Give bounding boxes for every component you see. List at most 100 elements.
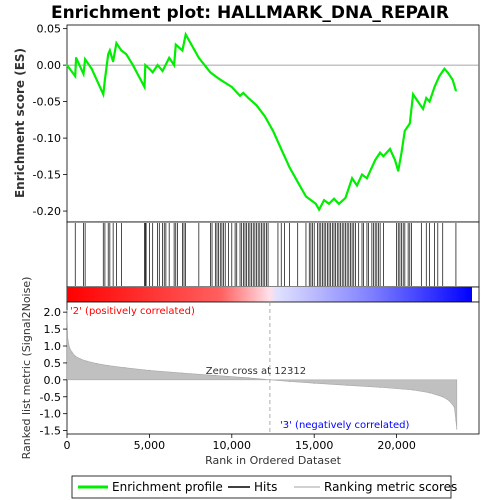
enrichment-point <box>120 49 123 52</box>
enrichment-point <box>102 93 105 96</box>
enrichment-point <box>125 53 128 56</box>
metric-y-axis: 2.0 1.5 1.0 0.5 0.0 -0.5 -1.0 -1.5 <box>40 306 67 438</box>
enrichment-point <box>366 177 368 180</box>
x-tick-label: 10,000 <box>213 439 252 452</box>
enrichment-point <box>351 177 354 180</box>
x-axis: 0 5,000 10,000 15,000 20,000 <box>64 434 416 452</box>
enrichment-point <box>344 197 347 199</box>
es-y-tick-label: -0.15 <box>33 169 61 182</box>
enrichment-point <box>400 151 403 154</box>
enrichment-point <box>370 166 373 169</box>
metric-point <box>86 360 88 362</box>
enrichment-point <box>181 49 184 52</box>
enrichment-point <box>174 43 177 46</box>
enrichment-point <box>66 64 68 67</box>
x-tick-label: 0 <box>64 439 71 452</box>
enrichment-point <box>296 180 299 183</box>
enrichment-point <box>214 75 217 77</box>
enrichment-point <box>230 86 233 88</box>
enrichment-point <box>82 72 85 75</box>
enrichment-point <box>428 100 431 103</box>
enrichment-point <box>219 78 222 81</box>
metric-point <box>148 369 150 371</box>
enrichment-point <box>280 148 283 150</box>
enrichment-point <box>310 199 312 202</box>
metric-point <box>412 389 414 391</box>
enrichment-profile-line <box>66 31 457 212</box>
enrichment-point <box>184 33 187 36</box>
enrichment-point <box>272 129 274 132</box>
metric-y-tick-label: -1.0 <box>40 408 61 421</box>
enrichment-point <box>323 199 325 202</box>
enrichment-point <box>417 100 419 103</box>
x-axis-label: Rank in Ordered Dataset <box>205 454 342 467</box>
metric-point <box>247 377 249 379</box>
enrichment-point <box>412 93 414 96</box>
enrichment-point <box>151 71 154 74</box>
metric-point <box>71 351 73 353</box>
legend-label-hits: Hits <box>254 480 277 494</box>
enrichment-point <box>382 155 385 158</box>
enrichment-point <box>305 195 307 198</box>
metric-point <box>453 406 455 408</box>
enrichment-point <box>455 89 457 92</box>
enrichment-point <box>156 64 159 67</box>
es-y-tick-label: -0.20 <box>33 205 61 218</box>
metric-point <box>448 400 450 402</box>
enrichment-point <box>379 151 382 154</box>
metric-y-tick-label: 1.0 <box>44 340 62 353</box>
enrichment-points <box>66 33 457 211</box>
metric-point <box>124 367 126 369</box>
metric-point <box>379 386 381 388</box>
enrichment-point <box>104 78 106 81</box>
legend: Enrichment profile Hits Ranking metric s… <box>71 475 457 499</box>
metric-point <box>68 347 71 349</box>
enrichment-point <box>438 75 441 77</box>
enrichment-point <box>143 86 146 88</box>
rank-color-bar <box>67 287 472 302</box>
enrichment-point <box>397 170 400 172</box>
metric-frame <box>66 301 480 435</box>
enrichment-point <box>239 94 241 97</box>
zero-cross-label: Zero cross at 12312 <box>206 366 306 377</box>
positive-correlation-label: '2' (positively correlated) <box>70 306 195 317</box>
hits-panel <box>66 221 480 288</box>
metric-y-tick-label: -1.5 <box>40 425 61 438</box>
enrichment-point <box>333 197 335 200</box>
enrichment-point <box>389 148 391 150</box>
metric-y-tick-label: 0.5 <box>44 357 62 370</box>
hits-frame <box>66 221 480 288</box>
enrichment-point <box>132 64 134 67</box>
metric-y-tick-label: 0.0 <box>44 374 62 387</box>
metric-point <box>181 372 183 374</box>
metric-point <box>442 396 444 398</box>
enrichment-point <box>394 159 396 161</box>
metric-point <box>74 355 76 357</box>
enrichment-point <box>446 71 449 74</box>
enrichment-point <box>84 58 87 61</box>
enrichment-frame <box>66 24 480 223</box>
enrichment-point <box>263 115 266 118</box>
enrichment-point <box>338 202 340 205</box>
enrichment-point <box>425 97 428 99</box>
enrichment-point <box>90 67 93 70</box>
chart-title: Enrichment plot: HALLMARK_DNA_REPAIR <box>51 3 449 23</box>
hit-marks <box>74 223 457 286</box>
enrichment-point <box>374 159 377 161</box>
enrichment-point <box>403 129 406 132</box>
enrichment-point <box>422 108 424 110</box>
x-tick-label: 20,000 <box>377 439 416 452</box>
es-y-tick-label: 0.00 <box>37 59 62 72</box>
es-y-axis-label: Enrichment score (ES) <box>13 48 27 198</box>
metric-point <box>79 358 81 360</box>
enrichment-point <box>356 184 358 187</box>
metric-point <box>456 428 458 430</box>
negative-correlation-label: '3' (negatively correlated) <box>280 420 409 431</box>
enrichment-point <box>173 64 176 67</box>
enrichment-point <box>242 91 245 94</box>
enrichment-point <box>161 70 164 72</box>
metric-point <box>288 380 291 383</box>
enrichment-point <box>144 64 147 67</box>
enrichment-point <box>197 56 200 59</box>
es-y-axis: 0.05 0.00 -0.05 -0.10 -0.15 -0.20 <box>33 23 67 218</box>
